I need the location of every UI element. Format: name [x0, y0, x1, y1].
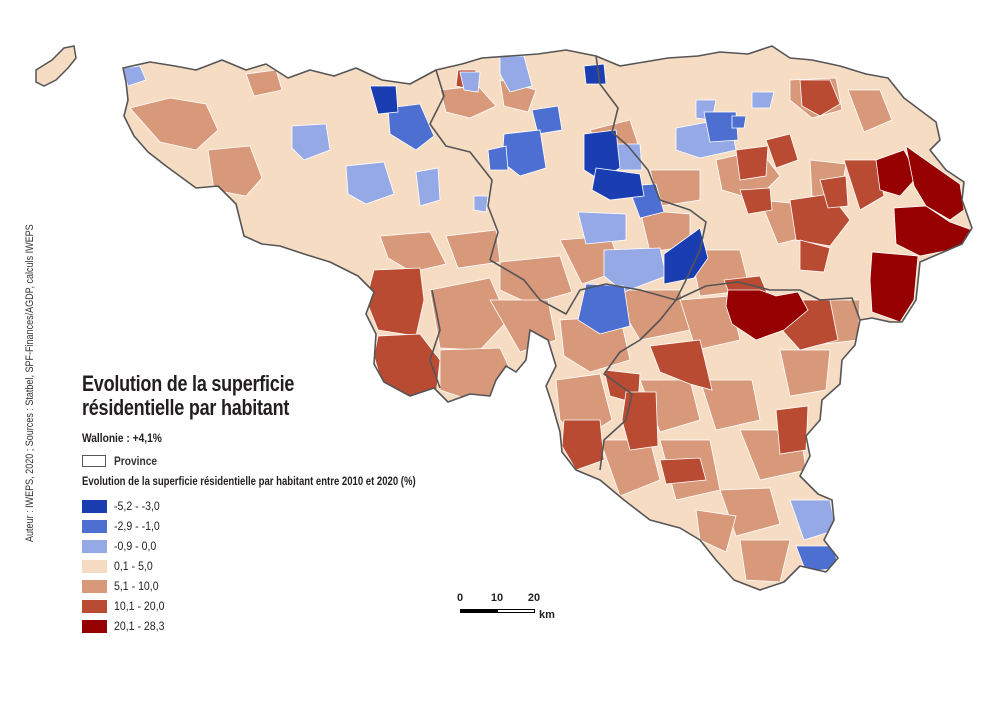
legend-item: -5,2 - -3,0 — [82, 496, 171, 516]
legend-label: -0,9 - 0,0 — [114, 539, 157, 553]
province-borders — [122, 45, 973, 591]
legend-swatch — [82, 559, 107, 573]
legend-swatch — [82, 619, 107, 633]
source-credits: Auteur : IWEPS, 2020 ; Sources : Statbel… — [24, 212, 36, 542]
class-neg5-neg3-zones — [369, 63, 709, 285]
legend-label: 20,1 - 28,3 — [114, 619, 165, 633]
legend-item: -0,9 - 0,0 — [82, 536, 171, 556]
class-neg1-0-zones — [123, 55, 837, 541]
legend-item: 5,1 - 10,0 — [82, 576, 171, 596]
legend-item: 0,1 - 5,0 — [82, 556, 171, 576]
legend-label: 0,1 - 5,0 — [114, 559, 153, 573]
scale-bar: 0 10 20 km — [456, 592, 566, 624]
legend-label: 5,1 - 10,0 — [114, 579, 159, 593]
class-10-20-zones — [365, 69, 885, 485]
exclave-region — [35, 45, 77, 87]
legend-swatch — [82, 539, 107, 553]
legend-swatch — [82, 579, 107, 593]
legend-item: 10,1 - 20,0 — [82, 596, 171, 616]
legend-label: -5,2 - -3,0 — [114, 499, 160, 513]
legend-swatch — [82, 519, 107, 533]
class-20-28-zones — [725, 145, 972, 341]
legend-item: 20,1 - 28,3 — [82, 616, 171, 636]
legend-title: Evolution de la superficie résidentielle… — [82, 476, 416, 488]
title-line-2: résidentielle par habitant — [82, 395, 290, 420]
title-line-1: Evolution de la superficie — [82, 371, 295, 396]
legend-label: 10,1 - 20,0 — [114, 599, 165, 613]
wallonia-average: Wallonie : +4,1% — [82, 431, 162, 445]
scale-bar-black-segment — [460, 609, 498, 613]
legend-label: -2,9 - -1,0 — [114, 519, 160, 533]
province-label: Province — [114, 454, 158, 468]
scale-tick-0: 0 — [456, 592, 464, 604]
scale-unit: km — [539, 609, 555, 621]
province-swatch — [82, 455, 106, 467]
legend-swatch — [82, 599, 107, 613]
legend: -5,2 - -3,0 -2,9 - -1,0 -0,9 - 0,0 0,1 -… — [82, 496, 171, 636]
scale-tick-10: 10 — [490, 592, 504, 604]
province-legend: Province — [82, 454, 165, 468]
scale-tick-20: 20 — [527, 592, 541, 604]
legend-item: -2,9 - -1,0 — [82, 516, 171, 536]
scale-bar-white-segment — [497, 609, 535, 613]
credits-text: Auteur : IWEPS, 2020 ; Sources : Statbel… — [24, 224, 36, 542]
legend-swatch — [82, 499, 107, 513]
map-title: Evolution de la superficie résidentielle… — [82, 372, 294, 420]
